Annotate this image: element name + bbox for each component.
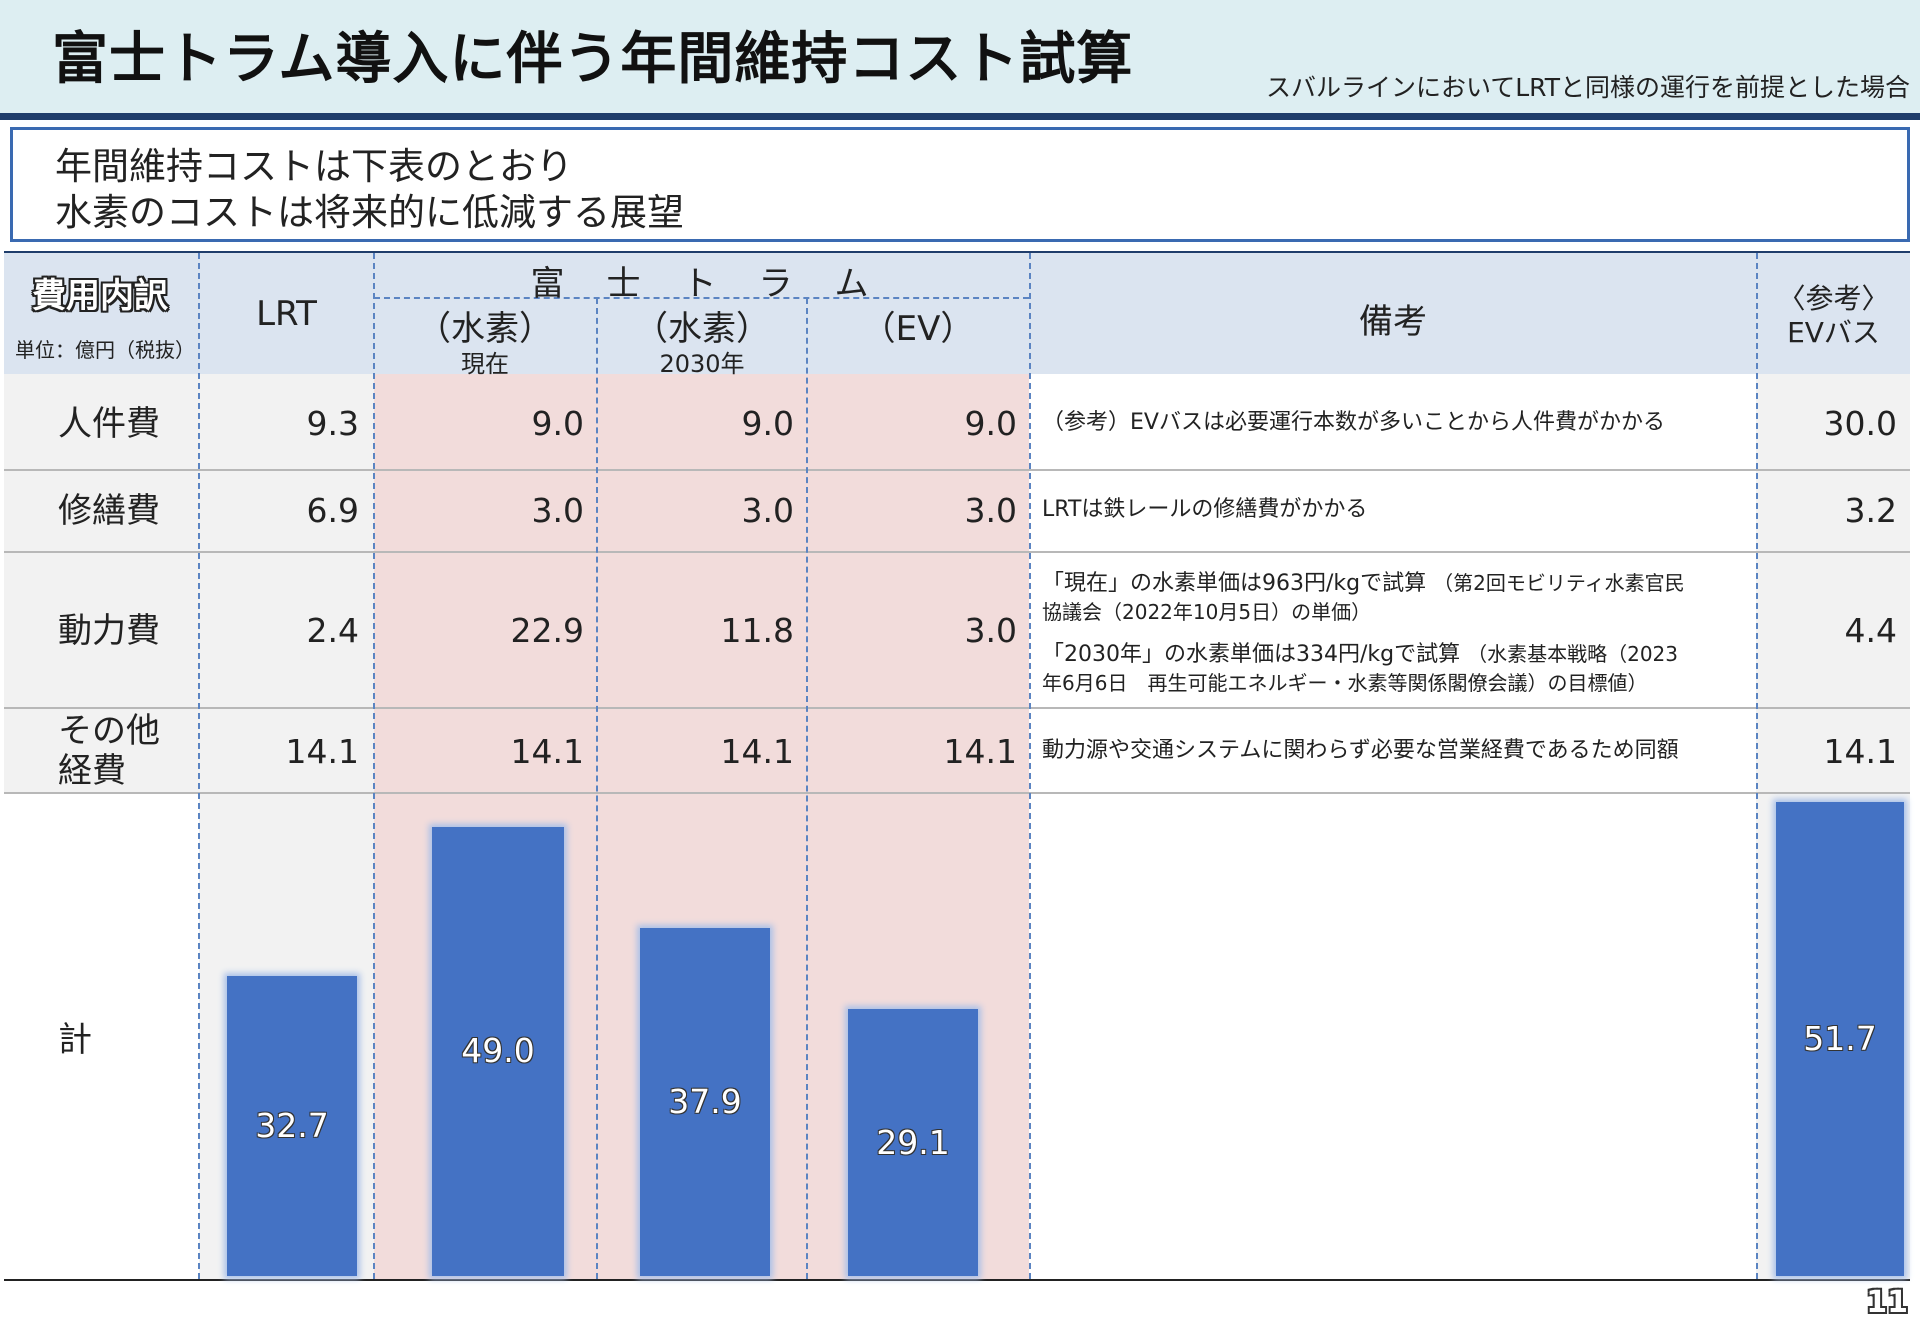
cell-lrt: 9.3 [306,404,359,443]
cell-remark: 動力源や交通システムに関わらず必要な営業経費であるため同額 [1042,738,1679,763]
remark-line: 年6月6日 再生可能エネルギー・水素等関係閣僚会議）の目標値） [1042,671,1648,695]
row-label-total: 計 [58,1020,92,1060]
remark-main: 「現在」の水素単価は963円/kgで試算 [1042,571,1427,596]
col-subheader-h2-2030: 2030年 [659,350,745,378]
row-divider [4,551,1910,553]
table-header-bg [4,253,1910,374]
remark-note: （第2回モビリティ水素官民 [1433,571,1685,595]
row-label-power: 動力費 [58,611,160,651]
unit-label: 単位：億円（税抜） [15,338,195,362]
page-title: 富士トラム導入に伴う年間維持コスト試算 [52,27,1134,92]
row-label-personnel: 人件費 [58,404,160,444]
page-subtitle: スバルラインにおいてLRTと同様の運行を前提とした場合 [1265,73,1910,102]
table-top-border [4,251,1910,253]
total-bar-label: 37.9 [668,1082,742,1122]
cell-h2-2030: 3.0 [741,491,794,530]
remark-note: （水素基本戦略（2023 [1467,642,1679,666]
col-header-h2-now: （水素） [417,309,553,349]
total-bar-label: 32.7 [255,1106,329,1146]
row-label-line: 経費 [58,751,126,791]
column-divider [1029,253,1031,1279]
cell-ref: 14.1 [1823,732,1897,771]
summary-line: 年間維持コストは下表のとおり [55,145,573,188]
cell-h2-2030: 11.8 [720,611,794,650]
page-number: 11 [1866,1285,1908,1320]
total-bar-label: 51.7 [1803,1018,1877,1058]
cell-remark: LRTは鉄レールの修繕費がかかる [1042,497,1368,522]
cell-ref: 3.2 [1844,491,1897,530]
category-header: 費用内訳 [32,276,168,316]
header-rule [0,113,1920,120]
cell-remark-block: 「現在」の水素単価は963円/kgで試算 （第2回モビリティ水素官民 協議会（2… [1042,569,1685,697]
cell-lrt: 6.9 [306,491,359,530]
col-subheader-h2-now: 現在 [461,350,509,378]
row-divider [4,469,1910,471]
total-bar-label: 49.0 [461,1031,535,1071]
remark-line: 協議会（2022年10月5日）の単価） [1042,600,1372,624]
cell-ref: 30.0 [1823,404,1897,443]
cell-lrt: 14.1 [285,732,359,771]
col-header-ref: 〈参考〉 EVバス [1757,282,1910,350]
row-label-repair: 修繕費 [58,491,160,531]
remark-line: 「2030年」の水素単価は334円/kgで試算 （水素基本戦略（2023 [1042,640,1685,669]
cell-h2-now: 14.1 [510,732,584,771]
cell-h2-now: 9.0 [531,404,584,443]
column-divider [806,298,808,1279]
total-bar [227,976,357,1276]
column-divider [373,253,375,1279]
header-band [0,0,1920,113]
row-label-other: その他 経費 [58,711,160,791]
col-header-lrt: LRT [256,294,317,334]
cell-h2-2030: 14.1 [720,732,794,771]
col-header-ref-line: 〈参考〉 [1777,282,1890,315]
remark-line: 「現在」の水素単価は963円/kgで試算 （第2回モビリティ水素官民 [1042,569,1685,598]
col-header-ev: （EV） [861,309,975,349]
row-divider [4,792,1910,794]
cell-remark: （参考）EVバスは必要運行本数が多いことから人件費がかかる [1042,410,1665,435]
summary-box: 年間維持コストは下表のとおり 水素のコストは将来的に低減する展望 [10,127,1910,242]
cell-ev: 9.0 [964,404,1017,443]
cell-ev: 3.0 [964,611,1017,650]
total-bar [640,928,770,1276]
column-divider [596,298,598,1279]
total-bar [432,826,564,1276]
column-divider [198,253,200,1279]
cell-h2-2030: 9.0 [741,404,794,443]
total-bar [848,1009,978,1276]
cell-ev: 14.1 [943,732,1017,771]
remark-main: 「2030年」の水素単価は334円/kgで試算 [1042,642,1461,667]
group-divider [374,297,1029,299]
table-bottom-border [4,1279,1910,1281]
cell-ref: 4.4 [1844,611,1897,650]
total-bar [1776,801,1904,1276]
column-divider [1756,253,1758,1279]
col-header-ref-line: EVバス [1787,316,1880,349]
col-header-fuji-tram: 富 士 ト ラ ム [530,264,873,304]
total-bar-label: 29.1 [876,1122,950,1162]
cell-h2-now: 3.0 [531,491,584,530]
summary-line: 水素のコストは将来的に低減する展望 [55,191,684,234]
col-header-h2-2030: （水素） [634,309,770,349]
row-label-line: その他 [58,711,160,751]
cell-lrt: 2.4 [306,611,359,650]
cell-ev: 3.0 [964,491,1017,530]
row-divider [4,707,1910,709]
category-column-bg [4,374,199,792]
cell-h2-now: 22.9 [510,611,584,650]
col-header-remarks: 備考 [1359,302,1427,342]
